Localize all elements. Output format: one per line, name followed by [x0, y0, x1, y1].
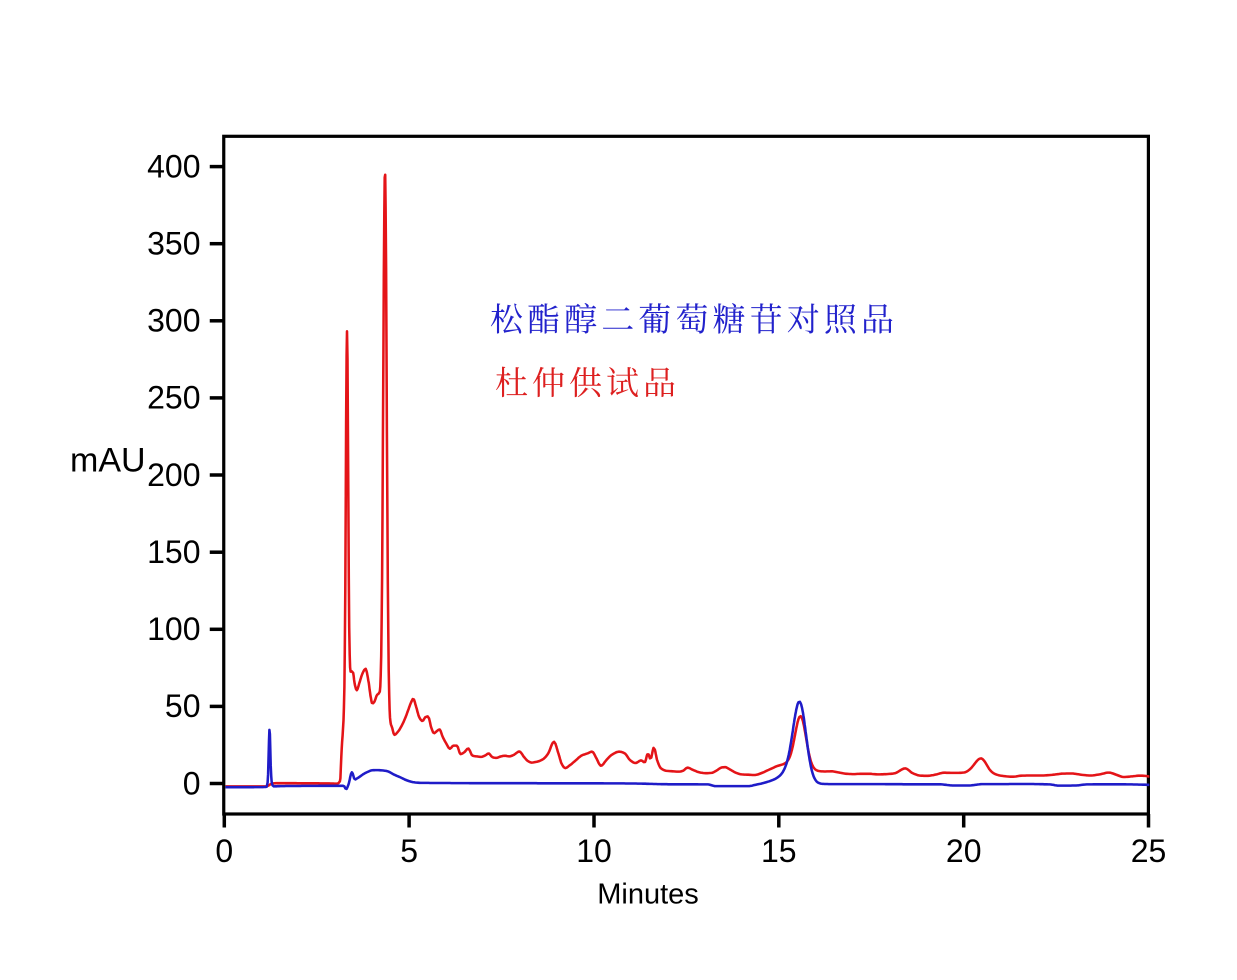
svg-text:5: 5: [400, 833, 418, 869]
svg-text:0: 0: [183, 765, 201, 801]
svg-text:Minutes: Minutes: [597, 879, 699, 911]
svg-text:150: 150: [147, 534, 200, 570]
svg-text:25: 25: [1131, 833, 1167, 869]
svg-text:200: 200: [147, 457, 200, 493]
svg-text:15: 15: [761, 833, 797, 869]
svg-text:10: 10: [576, 833, 612, 869]
svg-text:350: 350: [147, 226, 200, 262]
svg-text:0: 0: [215, 833, 233, 869]
svg-text:50: 50: [165, 688, 201, 724]
svg-text:20: 20: [946, 833, 982, 869]
svg-text:100: 100: [147, 611, 200, 647]
svg-text:300: 300: [147, 303, 200, 339]
svg-text:250: 250: [147, 380, 200, 416]
svg-text:400: 400: [147, 148, 200, 184]
svg-text:mAU: mAU: [70, 442, 146, 480]
